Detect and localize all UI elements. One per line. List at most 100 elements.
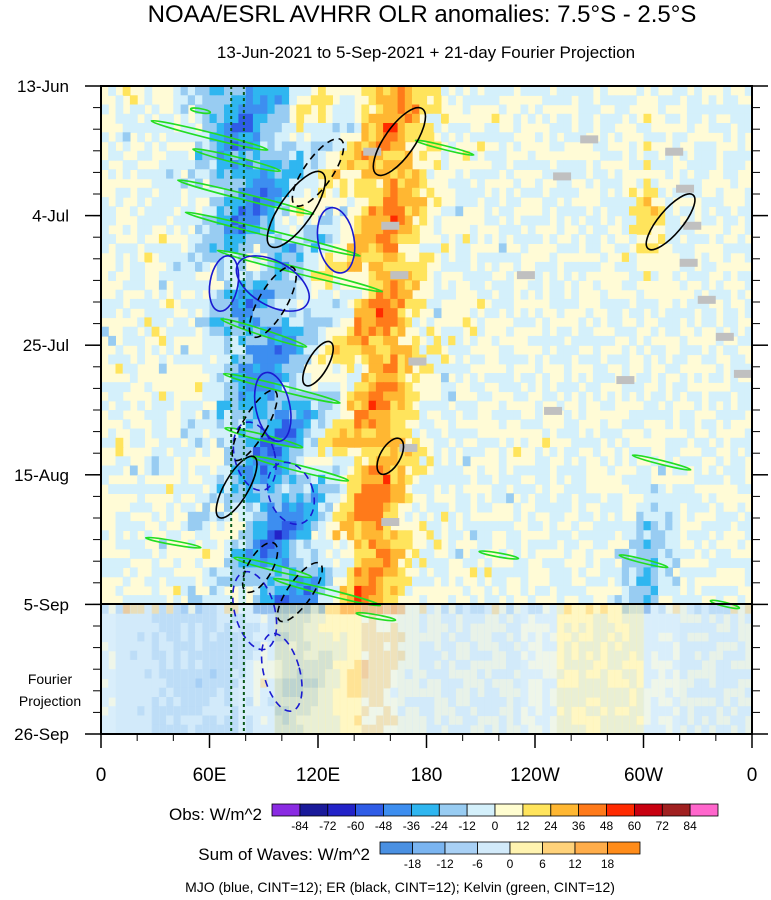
olr-cell [252, 521, 261, 531]
olr-cell [737, 558, 746, 568]
olr-cell [737, 123, 746, 133]
olr-cell [202, 95, 211, 106]
olr-cell [636, 484, 645, 494]
olr-cell [621, 95, 630, 106]
olr-cell [585, 215, 594, 226]
olr-cell [318, 502, 326, 513]
olr-cell [433, 530, 442, 541]
olr-cell [629, 206, 637, 217]
projection-cell [412, 604, 420, 734]
olr-cell [122, 419, 131, 430]
olr-cell [556, 585, 565, 596]
olr-cell [578, 484, 587, 494]
obs-colorbar-tick-label: -12 [458, 819, 476, 833]
olr-cell [296, 271, 305, 281]
olr-cell [224, 169, 232, 180]
olr-cell [289, 410, 297, 420]
olr-cell [498, 382, 507, 393]
olr-cell [137, 437, 145, 448]
olr-cell [506, 132, 514, 143]
projection-cell [614, 604, 623, 734]
olr-cell [325, 391, 333, 402]
olr-cell [245, 224, 254, 235]
olr-cell [361, 419, 370, 430]
olr-cell [455, 484, 464, 494]
olr-cell [238, 308, 247, 319]
olr-cell [672, 391, 681, 402]
olr-cell [303, 317, 312, 328]
olr-cell [224, 539, 232, 550]
olr-cell [354, 335, 362, 346]
olr-cell [390, 465, 399, 476]
olr-cell [187, 326, 196, 337]
olr-cell [744, 243, 752, 254]
olr-cell [252, 215, 261, 226]
olr-cell [506, 206, 514, 217]
olr-cell [361, 539, 370, 550]
olr-cell [260, 308, 268, 319]
olr-cell [296, 539, 305, 550]
olr-cell [397, 187, 406, 198]
olr-cell [665, 400, 673, 411]
olr-cell [115, 511, 124, 522]
olr-cell [252, 234, 261, 244]
olr-cell [158, 243, 167, 254]
olr-cell [310, 308, 319, 319]
olr-cell [216, 132, 225, 143]
olr-cell [332, 363, 341, 374]
olr-cell [571, 289, 579, 300]
olr-cell [585, 576, 594, 587]
olr-cell [744, 271, 752, 281]
olr-cell [274, 502, 283, 513]
olr-cell [339, 150, 348, 161]
olr-cell [383, 521, 391, 531]
olr-cell [238, 261, 247, 272]
olr-cell [144, 317, 153, 328]
olr-cell [621, 558, 630, 568]
olr-cell [318, 576, 326, 587]
olr-cell [245, 169, 254, 180]
olr-cell [195, 354, 203, 365]
olr-cell [318, 169, 326, 180]
olr-cell [650, 484, 659, 494]
olr-cell [267, 317, 276, 328]
olr-cell [404, 113, 413, 124]
olr-cell [368, 178, 377, 189]
olr-cell [585, 326, 594, 337]
olr-cell [339, 141, 348, 152]
olr-cell [318, 428, 326, 439]
olr-cell [339, 595, 348, 605]
olr-cell [289, 484, 297, 494]
olr-cell [614, 326, 623, 337]
olr-cell [252, 576, 261, 587]
olr-cell [397, 548, 406, 559]
olr-cell [535, 261, 543, 272]
olr-cell [498, 252, 507, 263]
olr-cell [383, 252, 391, 263]
olr-cell [563, 132, 572, 143]
olr-cell [216, 178, 225, 189]
olr-cell [375, 354, 384, 365]
olr-cell [368, 113, 377, 124]
olr-cell [542, 382, 550, 393]
olr-cell [375, 447, 384, 457]
olr-cell [694, 178, 702, 189]
olr-cell [643, 595, 652, 605]
olr-cell [151, 298, 160, 309]
olr-cell [679, 252, 688, 263]
olr-cell [187, 576, 196, 587]
olr-cell [563, 354, 572, 365]
olr-cell [158, 484, 167, 494]
olr-cell [267, 539, 276, 550]
olr-cell [354, 474, 362, 485]
olr-cell [448, 326, 456, 337]
olr-cell [614, 447, 623, 457]
olr-cell [325, 484, 333, 494]
olr-cell [390, 456, 399, 467]
olr-cell [621, 243, 630, 254]
x-axis: 0 60E 120E 180 120W 60W 0 [96, 734, 757, 786]
olr-cell [361, 150, 370, 161]
olr-cell [744, 187, 752, 198]
olr-cell [187, 585, 196, 596]
projection-cell [455, 604, 464, 734]
